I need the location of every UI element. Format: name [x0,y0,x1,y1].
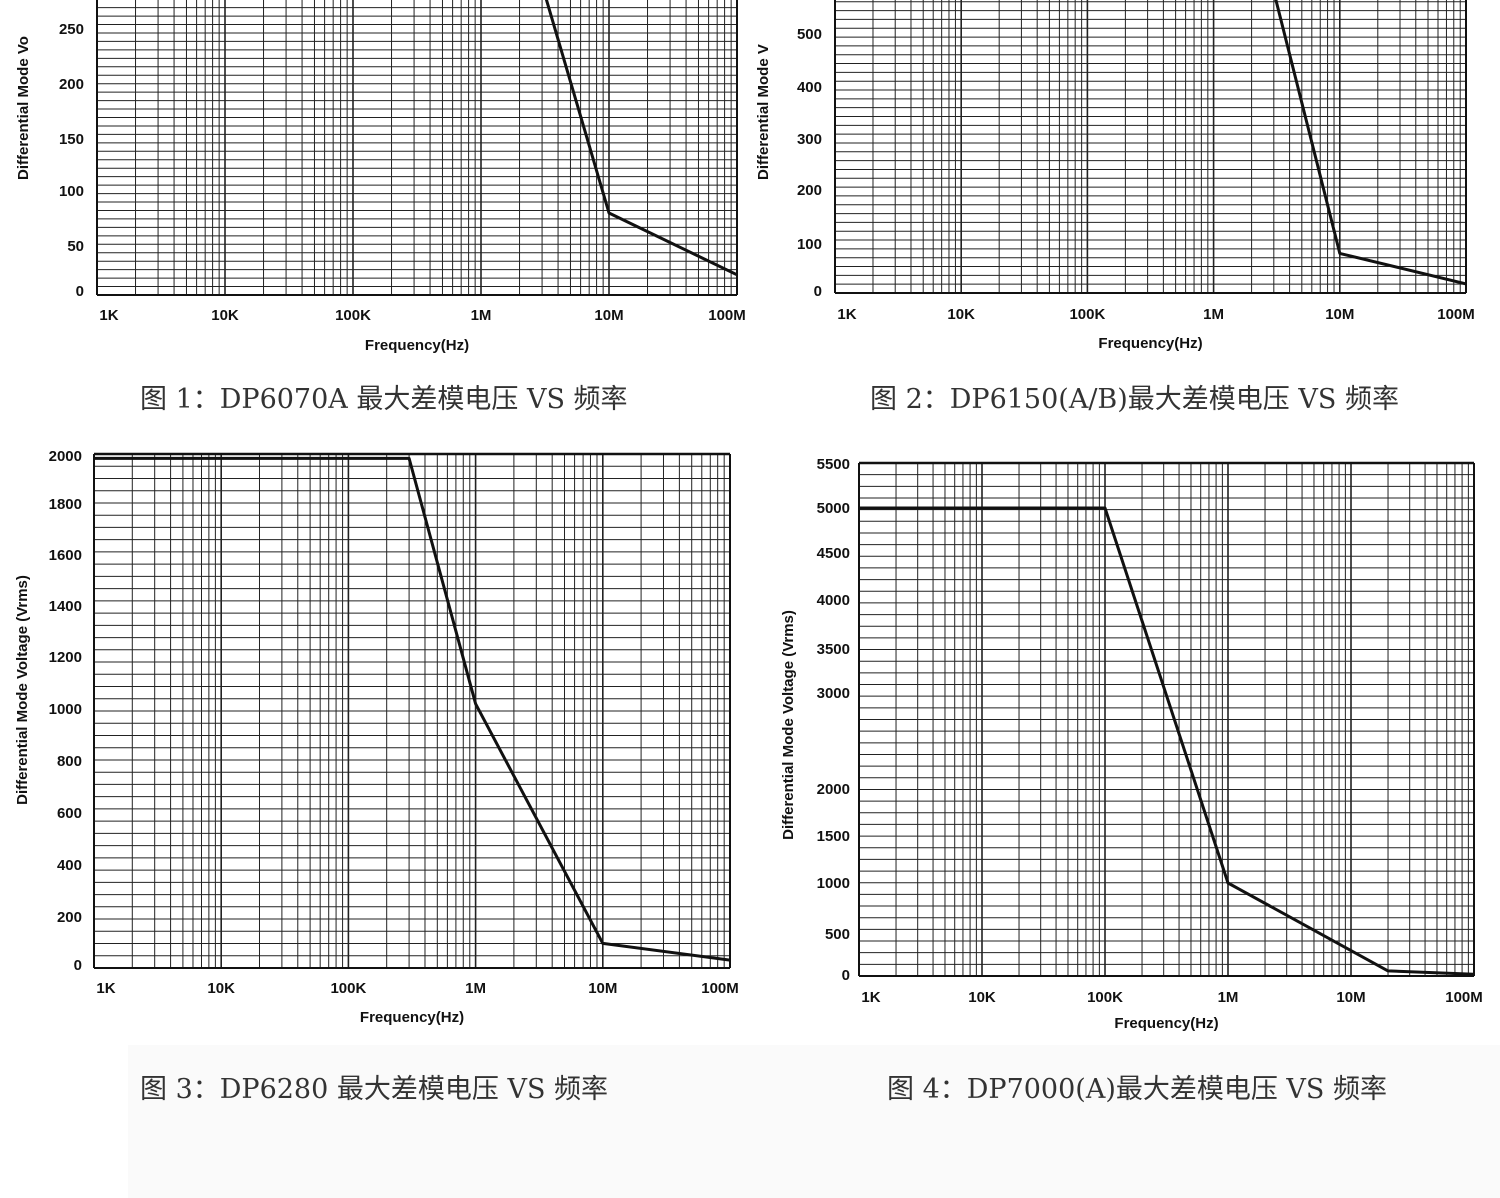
grid-lines [94,454,730,968]
x-tick-label: 1M [471,307,492,324]
y-tick-label: 5500 [817,456,850,473]
x-tick-label: 100M [1437,306,1475,323]
y-tick-label: 1800 [49,496,82,513]
x-tick-label: 1K [96,980,115,997]
x-tick-label: 1K [837,306,856,323]
grid-lines [97,0,737,295]
y-tick-label: 200 [57,909,82,926]
y-axis-label: Differential Mode Voltage (Vrms) [14,575,31,805]
y-tick-label: 2000 [49,448,82,465]
y-tick-label: 1500 [817,828,850,845]
x-tick-label: 100K [335,307,371,324]
series-line [544,0,737,277]
y-tick-label: 5000 [817,500,850,517]
y-tick-label: 50 [67,238,84,255]
x-tick-label: 10K [968,989,996,1006]
x-tick-label: 1M [465,980,486,997]
y-tick-label: 500 [797,26,822,43]
x-tick-label: 100K [1087,989,1123,1006]
x-tick-label: 100K [330,980,366,997]
y-tick-label: 1000 [49,701,82,718]
x-tick-label: 1M [1218,989,1239,1006]
x-axis-label: Frequency(Hz) [1098,335,1202,352]
figure-caption: 图 2：DP6150(A/B)最大差模电压 VS 频率 [870,384,1399,415]
y-tick-label: 0 [74,957,82,974]
chart-3: 0 200 400 600 800 1000 1200 1400 1600 1800 2000 1K 1… [14,448,739,1105]
chart-4: 0 500 1000 1500 2000 3000 3500 4000 4500 5000 5500… [780,456,1483,1105]
y-tick-label: 1600 [49,547,82,564]
chart-1: 0 50 100 150 200 250 1K 10K 100K 1M 10M 100M Frequen… [15,0,746,415]
x-tick-label: 1M [1203,306,1224,323]
x-tick-label: 10M [588,980,617,997]
y-tick-label: 3000 [817,685,850,702]
y-tick-label: 0 [76,283,84,300]
lower-sheet-shade [128,1045,1500,1198]
x-tick-label: 100K [1069,306,1105,323]
grid-lines [859,463,1474,976]
y-tick-label: 4500 [817,545,850,562]
y-tick-label: 4000 [817,592,850,609]
x-tick-label: 10M [1325,306,1354,323]
y-tick-label: 100 [59,183,84,200]
y-tick-label: 200 [797,182,822,199]
y-axis-label: Differential Mode Voltage (Vrms) [780,610,797,840]
y-tick-label: 100 [797,236,822,253]
y-tick-label: 200 [59,76,84,93]
x-axis-label: Frequency(Hz) [1114,1015,1218,1032]
series-line [1274,0,1466,286]
y-tick-label: 0 [842,967,850,984]
x-tick-label: 100M [708,307,746,324]
y-tick-label: 400 [797,79,822,96]
chart-2: 0 100 200 300 400 500 1K 10K 100K 1M 10M 100M Freque… [755,0,1475,415]
grid-lines [835,0,1466,293]
x-axis-label: Frequency(Hz) [365,337,469,354]
y-tick-label: 150 [59,131,84,148]
figure-caption: 图 3：DP6280 最大差模电压 VS 频率 [140,1074,608,1105]
y-tick-label: 2000 [817,781,850,798]
y-tick-label: 1200 [49,649,82,666]
y-tick-label: 250 [59,21,84,38]
y-tick-label: 300 [797,131,822,148]
x-axis-label: Frequency(Hz) [360,1009,464,1026]
figure-caption: 图 1：DP6070A 最大差模电压 VS 频率 [140,384,628,415]
x-tick-label: 1K [99,307,118,324]
y-tick-label: 0 [814,283,822,300]
y-tick-label: 3500 [817,641,850,658]
x-tick-label: 10K [947,306,975,323]
x-tick-label: 10M [1336,989,1365,1006]
y-tick-label: 500 [825,926,850,943]
x-tick-label: 10K [211,307,239,324]
x-tick-label: 100M [701,980,739,997]
x-tick-label: 100M [1445,989,1483,1006]
y-axis-label: Differential Mode V [755,44,772,180]
x-tick-label: 1K [861,989,880,1006]
figure-caption: 图 4：DP7000(A)最大差模电压 VS 频率 [887,1074,1387,1105]
x-tick-label: 10M [594,307,623,324]
y-tick-label: 800 [57,753,82,770]
y-tick-label: 1000 [817,875,850,892]
y-tick-label: 400 [57,857,82,874]
x-tick-label: 10K [207,980,235,997]
y-axis-label: Differential Mode Vo [15,36,32,180]
y-tick-label: 600 [57,805,82,822]
y-tick-label: 1400 [49,598,82,615]
